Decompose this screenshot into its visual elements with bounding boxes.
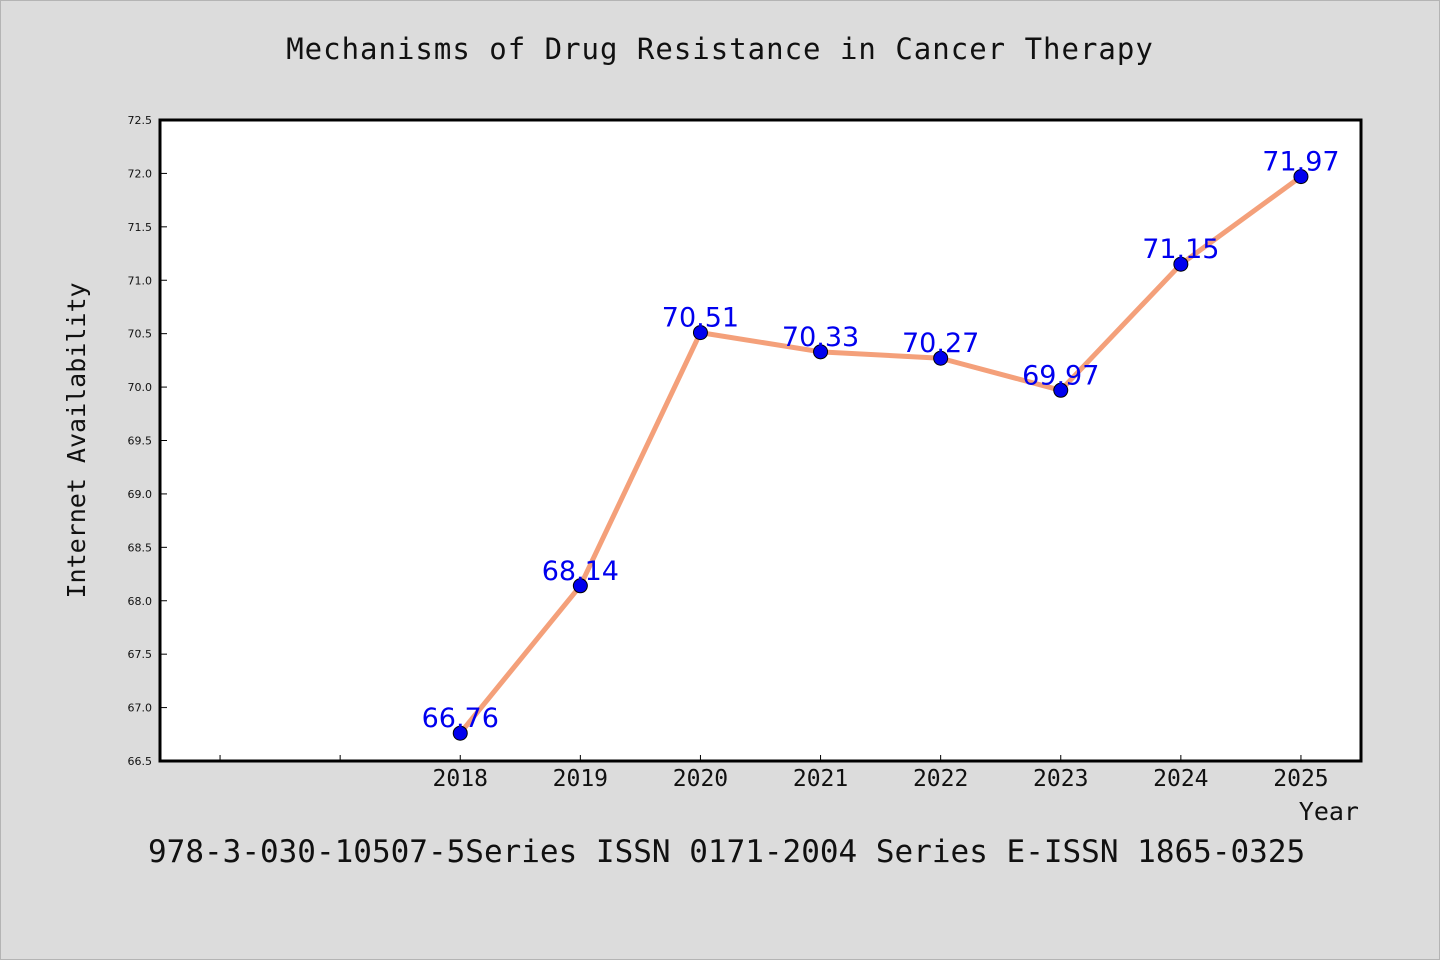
chart-title: Mechanisms of Drug Resistance in Cancer …: [286, 32, 1154, 66]
x-axis: 2018 2019 2020 2021 2022 2023 2024 2025: [219, 755, 1329, 792]
y-tick-label: 68.5: [128, 541, 153, 554]
y-tick-label: 68.0: [128, 595, 153, 608]
y-tick-label: 71.5: [128, 221, 153, 234]
data-label: 69.97: [1022, 360, 1099, 391]
y-tick-label: 71.0: [128, 274, 153, 287]
y-axis-label: Internet Availability: [62, 282, 91, 598]
data-point: [813, 344, 829, 360]
data-point: [692, 325, 708, 341]
y-tick-label: 72.5: [128, 114, 153, 127]
x-tick-label: 2023: [1033, 766, 1088, 792]
data-point: [452, 725, 468, 741]
plot-border: [158, 118, 1363, 763]
data-point: [572, 578, 588, 594]
x-tick-label: 2020: [673, 766, 728, 792]
x-axis-label: Year: [1299, 797, 1359, 826]
y-tick-label: 66.5: [128, 755, 153, 768]
data-label: 66.76: [422, 703, 499, 734]
x-tick-label: 2021: [793, 766, 848, 792]
data-label: 70.27: [902, 328, 979, 359]
x-tick-label: 2025: [1273, 766, 1328, 792]
data-label: 71.97: [1262, 147, 1339, 178]
y-tick-label: 67.5: [128, 648, 153, 661]
x-tick-label: 2024: [1153, 766, 1208, 792]
x-tick-label: 2018: [433, 766, 488, 792]
y-axis: 66.5 67.0 67.5 68.0 68.5 69.0 69.5 70.0 70.5 71.0…: [128, 114, 167, 768]
y-tick-label: 70.5: [128, 328, 153, 341]
data-label: 70.51: [662, 303, 739, 334]
data-point: [1293, 169, 1309, 185]
y-tick-label: 69.0: [128, 488, 153, 501]
data-point: [1053, 382, 1069, 398]
x-tick-label: 2022: [913, 766, 968, 792]
y-tick-label: 69.5: [128, 435, 153, 448]
footer-note: 978-3-030-10507-5Series ISSN 0171-2004 S…: [148, 834, 1306, 870]
data-label: 71.15: [1142, 234, 1219, 265]
y-tick-label: 72.0: [128, 167, 153, 180]
x-tick-label: 2019: [553, 766, 608, 792]
data-point: [1173, 256, 1189, 272]
data-label: 68.14: [542, 556, 619, 587]
y-tick-label: 67.0: [128, 702, 153, 715]
data-point: [933, 350, 949, 366]
series-line: [457, 174, 1304, 736]
series-group: 66.76 68.14 70.51 70.33 70.27 69.97 71.15 71.97: [422, 147, 1340, 741]
plot-area: [160, 120, 1361, 761]
data-label: 70.33: [782, 322, 859, 353]
y-tick-label: 70.0: [128, 381, 153, 394]
